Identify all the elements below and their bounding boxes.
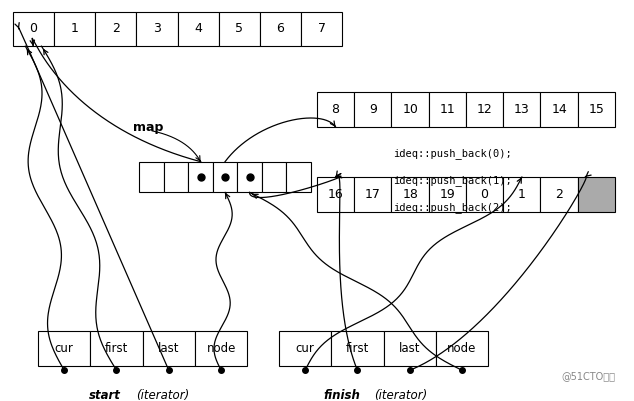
Text: start: start	[89, 389, 120, 401]
Bar	[503, 92, 540, 127]
Text: 2: 2	[555, 188, 563, 201]
Text: 9: 9	[369, 103, 377, 116]
Text: 12: 12	[477, 103, 493, 116]
Text: 11: 11	[439, 103, 455, 116]
Text: (iterator): (iterator)	[374, 389, 427, 401]
Bar	[578, 92, 615, 127]
Text: 8: 8	[332, 103, 340, 116]
Text: 17: 17	[365, 188, 381, 201]
Bar	[429, 177, 466, 212]
Bar	[503, 177, 540, 212]
Text: 4: 4	[194, 22, 202, 35]
Text: last: last	[399, 342, 420, 355]
Text: map: map	[133, 121, 164, 134]
Text: 1: 1	[518, 188, 526, 201]
Text: ideq::push_back(0);: ideq::push_back(0);	[393, 148, 512, 160]
Bar	[38, 331, 91, 366]
Bar	[301, 12, 342, 46]
Text: 6: 6	[276, 22, 285, 35]
Text: (iterator): (iterator)	[136, 389, 190, 401]
Bar	[391, 92, 429, 127]
Bar	[317, 92, 354, 127]
Bar	[139, 162, 164, 192]
Text: 14: 14	[551, 103, 567, 116]
Text: 10: 10	[402, 103, 418, 116]
Bar	[578, 177, 615, 212]
Bar	[143, 331, 195, 366]
Text: 19: 19	[439, 188, 455, 201]
Bar	[219, 12, 260, 46]
Bar	[391, 177, 429, 212]
Text: 13: 13	[514, 103, 530, 116]
Text: 2: 2	[112, 22, 120, 35]
Text: node: node	[448, 342, 477, 355]
Text: 1: 1	[70, 22, 79, 35]
Text: cur: cur	[295, 342, 314, 355]
Bar	[136, 12, 178, 46]
Text: 0: 0	[29, 22, 37, 35]
Text: first: first	[105, 342, 128, 355]
Bar	[54, 12, 95, 46]
Text: 16: 16	[328, 188, 344, 201]
Text: 3: 3	[153, 22, 161, 35]
Bar	[95, 12, 136, 46]
Bar	[260, 12, 301, 46]
Bar	[178, 12, 219, 46]
Text: 5: 5	[235, 22, 243, 35]
Bar	[540, 92, 578, 127]
Bar	[466, 177, 503, 212]
Text: ideq::push_back(1);: ideq::push_back(1);	[393, 176, 512, 186]
Text: @51CTO博客: @51CTO博客	[561, 371, 615, 381]
Bar	[279, 331, 331, 366]
Text: node: node	[207, 342, 236, 355]
Bar	[540, 177, 578, 212]
Bar	[317, 177, 354, 212]
Text: 0: 0	[481, 188, 489, 201]
Bar	[354, 177, 391, 212]
Bar	[354, 92, 391, 127]
Bar	[262, 162, 286, 192]
Text: 18: 18	[402, 188, 418, 201]
Text: 7: 7	[318, 22, 326, 35]
Bar	[13, 12, 54, 46]
Bar	[188, 162, 213, 192]
Text: ideq::push_back(2);: ideq::push_back(2);	[393, 203, 512, 213]
Text: last: last	[158, 342, 179, 355]
Bar	[237, 162, 262, 192]
Bar	[436, 331, 488, 366]
Text: 15: 15	[588, 103, 604, 116]
Bar	[164, 162, 188, 192]
Bar	[466, 92, 503, 127]
Text: cur: cur	[55, 342, 74, 355]
Bar	[384, 331, 436, 366]
Bar	[286, 162, 311, 192]
Text: first: first	[346, 342, 369, 355]
Bar	[91, 331, 143, 366]
Bar	[213, 162, 237, 192]
Bar	[429, 92, 466, 127]
Text: finish: finish	[323, 389, 360, 401]
Bar	[331, 331, 384, 366]
Bar	[195, 331, 247, 366]
